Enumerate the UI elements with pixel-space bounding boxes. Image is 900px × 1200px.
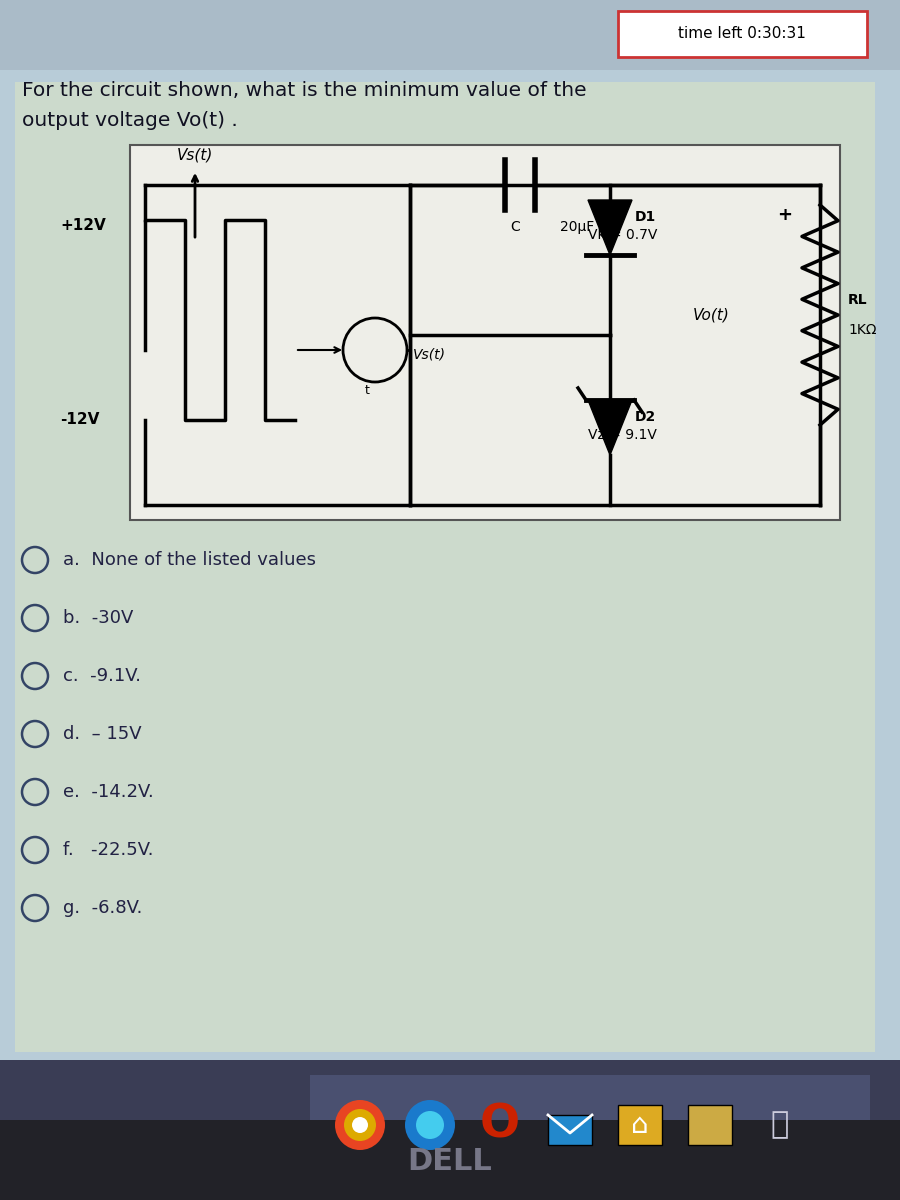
Bar [0,1170,900,1200]
Text: DELL: DELL [408,1147,492,1176]
Bar [130,145,840,520]
Text: d.  – 15V: d. – 15V [63,725,141,743]
Text: RL: RL [848,293,868,307]
FancyBboxPatch shape [618,11,867,56]
Text: +12V: +12V [60,217,106,233]
Text: Vz = 9.1V: Vz = 9.1V [588,428,657,442]
Bar [0,1120,900,1200]
Circle shape [352,1117,368,1133]
Text: f.   -22.5V.: f. -22.5V. [63,841,154,859]
FancyBboxPatch shape [688,1105,732,1145]
Text: Vs(t): Vs(t) [413,348,446,362]
Text: Vs(t): Vs(t) [176,146,213,162]
Polygon shape [588,200,632,254]
Polygon shape [588,400,632,455]
FancyBboxPatch shape [618,1105,662,1145]
Text: ⌂: ⌂ [631,1111,649,1139]
Text: 1KΩ: 1KΩ [848,323,877,337]
Bar [0,70,900,1060]
Text: Vo(t): Vo(t) [693,307,730,323]
Circle shape [344,1109,376,1141]
Text: For the circuit shown, what is the minimum value of the: For the circuit shown, what is the minim… [22,80,587,100]
Text: +: + [778,206,793,224]
Text: b.  -30V: b. -30V [63,608,133,626]
Circle shape [405,1100,455,1150]
Bar [0,1060,900,1200]
Text: Vk = 0.7V: Vk = 0.7V [588,228,657,242]
Text: D2: D2 [635,410,656,424]
Text: g.  -6.8V.: g. -6.8V. [63,899,142,917]
Text: 20μF: 20μF [560,220,594,234]
Text: 表: 表 [771,1110,789,1140]
Text: C: C [510,220,520,234]
Circle shape [416,1111,444,1139]
Text: D1: D1 [635,210,656,224]
Bar [310,1075,870,1190]
Text: a.  None of the listed values: a. None of the listed values [63,551,316,569]
Text: e.  -14.2V.: e. -14.2V. [63,782,154,802]
Bar [15,82,875,1052]
Text: output voltage Vo(t) .: output voltage Vo(t) . [22,110,238,130]
Text: t: t [364,384,369,396]
Bar [0,0,900,70]
Text: O: O [480,1103,520,1147]
Text: time left 0:30:31: time left 0:30:31 [678,25,806,41]
FancyBboxPatch shape [548,1115,592,1145]
Circle shape [335,1100,385,1150]
Text: c.  -9.1V.: c. -9.1V. [63,667,141,685]
Text: -12V: -12V [60,413,99,427]
